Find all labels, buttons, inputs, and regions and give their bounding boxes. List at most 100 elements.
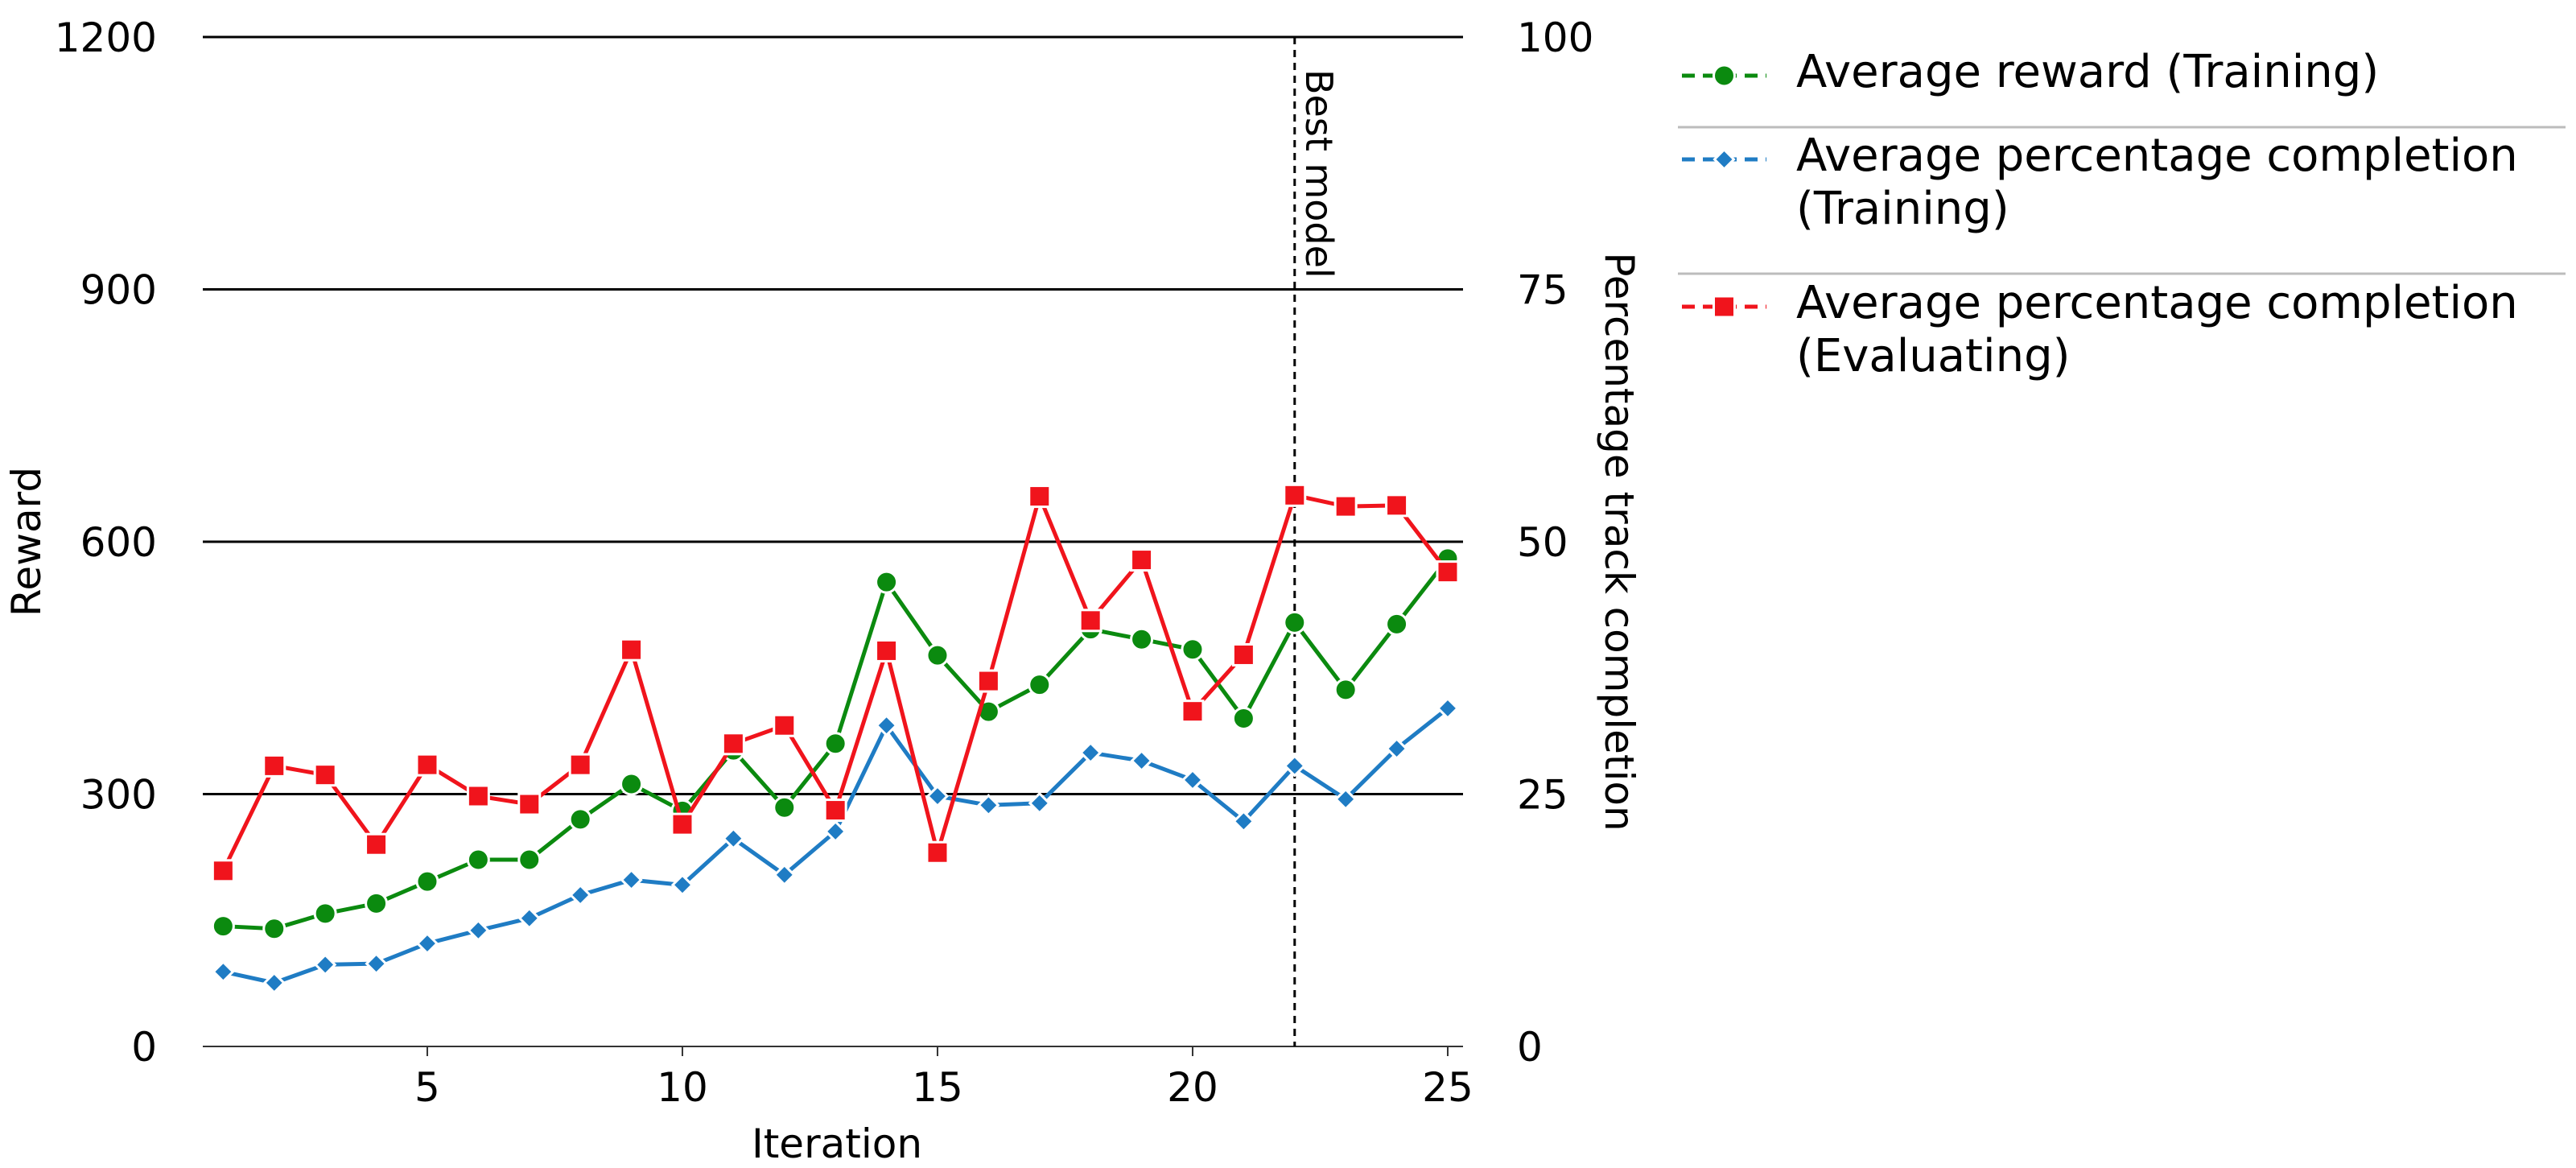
data-point bbox=[1181, 768, 1205, 792]
y-tick-label: 0 bbox=[131, 1024, 157, 1071]
y2-tick-label: 25 bbox=[1517, 772, 1568, 819]
data-point bbox=[211, 859, 235, 883]
data-point bbox=[466, 784, 490, 808]
data-point bbox=[977, 794, 1000, 817]
y2-axis-title: Percentage track completion bbox=[1596, 252, 1642, 831]
data-point bbox=[1028, 791, 1051, 815]
legend-label: (Evaluating) bbox=[1796, 330, 2070, 382]
x-axis-ticks: 5 10 15 20 25 bbox=[414, 1046, 1473, 1111]
data-point bbox=[875, 638, 899, 662]
data-point bbox=[925, 840, 950, 865]
x-axis-title: Iteration bbox=[752, 1121, 922, 1167]
data-point bbox=[569, 883, 592, 907]
data-point bbox=[925, 643, 950, 667]
y2-axis-ticks: 0 25 50 75 100 bbox=[1517, 14, 1593, 1071]
data-point bbox=[568, 807, 592, 832]
data-point bbox=[365, 891, 389, 915]
data-point bbox=[212, 960, 235, 984]
x-tick-label: 25 bbox=[1422, 1064, 1473, 1111]
data-point bbox=[262, 917, 286, 941]
legend-label: Average reward (Training) bbox=[1796, 46, 2379, 98]
data-point bbox=[1130, 548, 1154, 572]
data-point bbox=[824, 819, 847, 844]
data-point bbox=[1283, 483, 1307, 507]
data-point bbox=[620, 638, 644, 662]
data-point bbox=[568, 753, 592, 777]
data-point bbox=[1181, 638, 1205, 662]
x-tick-label: 20 bbox=[1167, 1064, 1218, 1111]
data-point bbox=[415, 753, 439, 777]
data-point bbox=[365, 952, 388, 976]
data-point bbox=[1385, 737, 1408, 761]
legend-swatch-marker bbox=[1713, 64, 1736, 88]
data-point bbox=[466, 848, 490, 872]
data-point bbox=[1130, 749, 1153, 773]
series-3 bbox=[211, 483, 1460, 883]
legend-item-1: Average reward (Training) bbox=[1682, 46, 2379, 98]
data-point bbox=[365, 832, 389, 856]
series-2 bbox=[212, 696, 1460, 995]
y2-tick-label: 50 bbox=[1517, 519, 1568, 566]
data-point bbox=[313, 763, 337, 787]
data-point bbox=[1385, 493, 1409, 518]
legend-swatch-marker bbox=[1713, 295, 1736, 319]
legend-label: Average percentage completion bbox=[1796, 130, 2518, 182]
data-point bbox=[467, 918, 490, 942]
data-point bbox=[1231, 642, 1255, 667]
x-tick-label: 15 bbox=[912, 1064, 963, 1111]
legend-label: (Training) bbox=[1796, 183, 2009, 235]
y2-tick-label: 0 bbox=[1517, 1024, 1543, 1071]
data-point bbox=[1079, 741, 1103, 765]
data-point bbox=[1333, 678, 1358, 702]
data-point bbox=[773, 863, 796, 886]
data-point bbox=[670, 812, 694, 836]
y-tick-label: 300 bbox=[80, 772, 157, 819]
data-point bbox=[976, 669, 1000, 693]
y-axis-ticks: 0 300 600 900 1200 bbox=[55, 14, 157, 1071]
x-tick-label: 5 bbox=[414, 1064, 440, 1111]
data-point bbox=[620, 772, 644, 796]
data-point bbox=[262, 971, 286, 995]
data-point bbox=[314, 953, 337, 976]
legend: Average reward (Training) Average percent… bbox=[1678, 46, 2566, 382]
y-tick-label: 600 bbox=[80, 519, 157, 566]
x-tick-label: 10 bbox=[657, 1064, 708, 1111]
data-point bbox=[313, 902, 337, 926]
data-point bbox=[1130, 627, 1154, 651]
legend-item-2: Average percentage completion(Training) bbox=[1682, 130, 2518, 235]
data-point bbox=[1334, 787, 1358, 811]
data-point bbox=[773, 795, 797, 819]
data-point bbox=[722, 827, 745, 850]
data-point bbox=[1028, 485, 1052, 509]
data-point bbox=[620, 868, 643, 892]
data-point bbox=[1283, 754, 1306, 778]
data-point bbox=[517, 906, 541, 930]
data-point bbox=[211, 914, 235, 939]
legend-item-3: Average percentage completion(Evaluating… bbox=[1682, 277, 2518, 382]
y-tick-label: 900 bbox=[80, 267, 157, 314]
data-point bbox=[670, 873, 694, 897]
legend-swatch-marker bbox=[1713, 147, 1736, 171]
data-point bbox=[925, 784, 950, 808]
data-point bbox=[415, 869, 439, 894]
y-tick-label: 1200 bbox=[55, 14, 157, 61]
data-point bbox=[517, 848, 542, 872]
data-point bbox=[823, 732, 847, 756]
data-point bbox=[1283, 610, 1307, 634]
data-point bbox=[875, 714, 898, 737]
data-point bbox=[1078, 609, 1103, 633]
data-point bbox=[1181, 700, 1205, 724]
grid-lines bbox=[203, 35, 1463, 795]
data-point bbox=[262, 753, 286, 778]
series-1 bbox=[211, 547, 1460, 941]
data-point bbox=[1333, 494, 1358, 518]
data-point bbox=[1436, 696, 1460, 720]
data-point bbox=[773, 713, 797, 737]
series-group bbox=[211, 483, 1460, 995]
data-point bbox=[1231, 706, 1255, 730]
data-point bbox=[1385, 612, 1409, 636]
y2-tick-label: 100 bbox=[1517, 14, 1593, 61]
data-point bbox=[823, 799, 847, 823]
data-point bbox=[875, 570, 899, 594]
